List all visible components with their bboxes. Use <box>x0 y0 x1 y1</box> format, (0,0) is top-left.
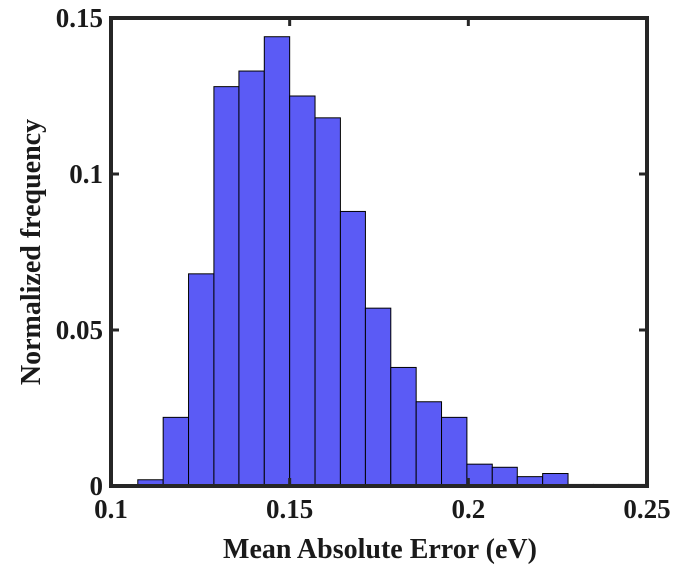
histogram-bar <box>188 273 215 487</box>
histogram-bar <box>213 86 240 487</box>
x-axis-label: Mean Absolute Error (eV) <box>223 534 537 565</box>
histogram-bar <box>390 366 417 487</box>
plot-frame <box>109 16 649 488</box>
x-tick-label: 0.2 <box>451 494 485 524</box>
y-tick-labels: 0 0.05 0.1 0.15 <box>56 3 103 501</box>
histogram-bar <box>466 463 493 487</box>
y-tick-label: 0 <box>90 471 104 501</box>
histogram-bar <box>364 307 392 487</box>
x-tick-label: 0.15 <box>266 494 313 524</box>
histogram-bar <box>491 466 518 487</box>
x-tick-label: 0.1 <box>94 494 128 524</box>
y-tick-label: 0.15 <box>56 3 103 33</box>
histogram-bar <box>289 95 316 487</box>
histogram-bar <box>314 117 341 487</box>
histogram-bar <box>263 36 291 487</box>
histogram-bar <box>441 416 468 487</box>
histogram-bar <box>339 210 366 487</box>
x-tick-label: 0.25 <box>623 494 670 524</box>
ticks-group <box>109 16 649 488</box>
y-axis-label: Normalized frequency <box>16 119 47 385</box>
bars-group <box>137 36 645 487</box>
x-tick-labels: 0.1 0.15 0.2 0.25 <box>94 494 671 524</box>
histogram-bar <box>238 70 265 487</box>
histogram-bar <box>162 416 190 487</box>
y-tick-label: 0.05 <box>56 315 103 345</box>
y-tick-label: 0.1 <box>69 159 103 189</box>
histogram-bar <box>415 401 443 487</box>
